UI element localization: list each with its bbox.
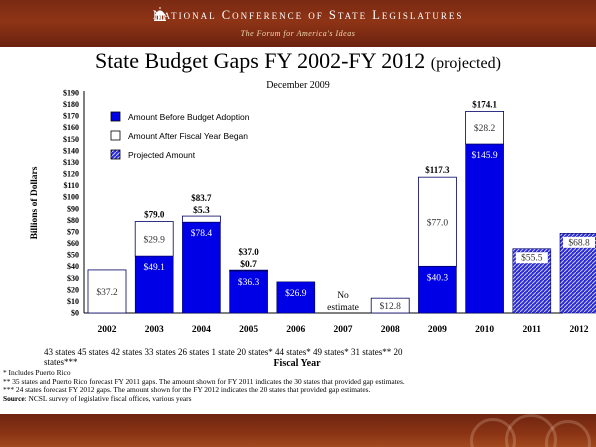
y-tick-label: $0 [71,309,79,318]
y-tick-label: $70 [67,227,79,236]
source-text: : NCSL survey of legislative fiscal offi… [24,394,192,404]
state-counts-row: 43 states 45 states 42 states 33 states … [44,347,403,367]
y-tick-label: $190 [63,89,79,98]
bar-after-2003 [134,221,174,257]
bar-after-2009 [417,176,457,267]
y-tick-label: $60 [67,239,79,248]
y-tick-label: $180 [63,100,79,109]
footnote-2: ** 35 states and Puerto Rico forecast FY… [3,376,405,386]
x-tick-label-2010: 2010 [475,325,494,335]
data-label-after-2009: $77.0 [427,217,449,228]
data-label-before-2010: $145.9 [472,150,498,161]
y-tick-label: $100 [63,193,79,202]
footnotes: * Includes Puerto Rico ** 35 states and … [3,368,593,404]
bar-after-2004 [181,215,221,223]
legend-label-after: Amount After Fiscal Year Began [128,131,248,141]
data-label-after-2010: $28.2 [474,123,496,134]
state-counts-line-1: 43 states 45 states 42 states 33 states … [44,347,403,357]
data-label-after-2008: $12.8 [380,301,402,312]
footnote-1: * Includes Puerto Rico [3,368,71,377]
data-label-projected-2011: $55.5 [521,253,543,264]
x-tick-label-2006: 2006 [286,325,305,335]
bar-before-2004 [182,221,221,314]
legend-label-before: Amount Before Budget Adoption [128,112,250,122]
y-tick-label: $170 [63,112,79,121]
data-label-after-2003: $29.9 [144,234,166,245]
title-suffix: (projected) [430,55,501,72]
legend-swatch-after [110,130,121,141]
bar-before-2003 [134,255,174,314]
org-name: National Conference of State Legislature… [152,8,464,22]
footnote-3: *** 24 states forecast FY 2012 gaps. The… [3,385,371,395]
bar-after-2002 [87,269,127,314]
x-tick-label-2009: 2009 [428,325,447,335]
x-tick-label-2002: 2002 [98,325,117,335]
chart-date: December 2009 [266,80,330,91]
y-tick-label: $160 [63,123,79,132]
bar-after-2008 [370,297,410,314]
bar-after-2005 [229,269,269,272]
tagline: The Forum for America's Ideas [240,29,356,38]
y-tick-label: $80 [67,216,79,225]
annotation-line-1: No [337,291,349,301]
bar-before-2009 [418,266,457,314]
source-note: Source: NCSL survey of legislative fisca… [3,394,593,404]
state-counts-line-2: states*** [44,357,78,367]
data-label-after-2004: $5.3 [193,205,210,216]
x-tick-label-2012: 2012 [570,325,589,335]
x-tick-label-2005: 2005 [239,325,258,335]
bar-before-2005 [229,270,268,314]
data-label-before-2003: $49.1 [144,262,166,273]
x-tick-label-2008: 2008 [381,325,400,335]
x-axis-label: Fiscal Year [273,358,321,369]
bar-after-2010 [465,111,505,145]
total-label-2009: $117.3 [425,165,450,175]
source-label: Source [3,394,25,404]
bar-before-2010 [465,143,504,314]
y-tick-label: $10 [67,297,79,306]
legend-swatch-projected [110,149,121,160]
y-tick-label: $150 [63,135,79,144]
y-tick-label: $140 [63,146,79,155]
data-label-projected-2012: $68.8 [568,237,590,248]
data-label-after-2002: $37.2 [96,287,118,298]
footer-banner [0,414,596,447]
data-label-before-2009: $40.3 [427,272,449,283]
y-tick-label: $40 [67,262,79,271]
total-label-2010: $174.1 [472,99,497,109]
data-label-before-2004: $78.4 [191,228,213,239]
bar-before-2006 [276,281,316,314]
y-axis-label: Billions of Dollars [30,166,40,239]
legend-label-projected: Projected Amount [128,150,196,160]
total-label-2005: $37.0 [238,247,259,257]
title-text: State Budget Gaps FY 2002-FY 2012 [95,48,426,73]
data-label-before-2006: $26.9 [285,288,307,299]
y-tick-label: $110 [63,181,79,190]
y-tick-label: $90 [67,204,79,213]
annotation-line-2: estimate [327,303,359,313]
projected-label-box-2012 [563,236,595,248]
page-title: State Budget Gaps FY 2002-FY 2012 (proje… [0,48,596,74]
y-tick-label: $120 [63,170,79,179]
data-label-after-2005: $0.7 [240,259,257,270]
capitol-dome-icon [154,7,166,21]
legend-swatch-before [110,111,121,122]
x-tick-label-2011: 2011 [523,325,542,335]
y-tick-label: $50 [67,251,79,260]
header-banner: National Conference of State Legislature… [0,0,596,47]
y-tick-label: $20 [67,285,79,294]
projected-label-box-2011 [515,252,548,264]
total-label-2004: $83.7 [191,193,212,203]
data-label-before-2005: $36.3 [238,277,260,288]
total-label-2003: $79.0 [144,210,165,220]
y-tick-label: $30 [67,274,79,283]
y-tick-label: $130 [63,158,79,167]
x-tick-label-2004: 2004 [192,325,211,335]
x-tick-label-2007: 2007 [334,325,353,335]
x-tick-label-2003: 2003 [145,325,164,335]
